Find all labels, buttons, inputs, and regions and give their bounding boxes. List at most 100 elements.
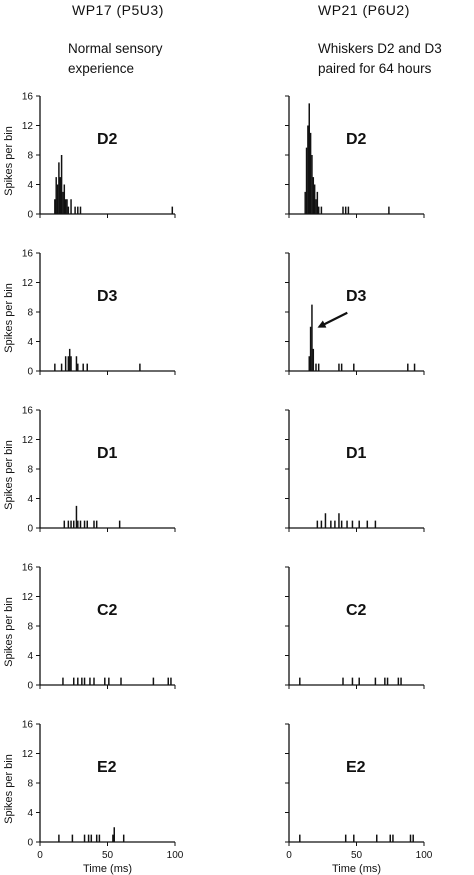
histogram-bar	[334, 520, 336, 528]
histogram-bar	[389, 834, 391, 842]
histogram-bar	[58, 162, 60, 214]
histogram-bar	[413, 363, 416, 371]
histogram-bar	[299, 834, 301, 842]
histogram-bar	[312, 348, 315, 371]
histogram-bar	[71, 834, 74, 842]
histogram-bar	[392, 834, 394, 842]
y-tick-label: 0	[27, 367, 33, 378]
histogram-bar	[79, 206, 82, 214]
histogram-bar	[62, 677, 64, 685]
y-tick-label: 0	[27, 524, 33, 535]
y-tick-label: 8	[27, 151, 33, 162]
histogram-bar	[86, 363, 88, 371]
histogram-bar	[74, 206, 76, 214]
y-tick-label: 12	[22, 121, 34, 132]
y-tick-label: 8	[27, 308, 33, 319]
histogram-bar	[60, 363, 63, 371]
histogram-bar	[73, 520, 75, 528]
panel-label: C2	[97, 602, 118, 619]
histogram-bar	[73, 677, 75, 685]
y-tick-label: 16	[22, 92, 34, 103]
histogram-bar	[317, 363, 320, 371]
histogram-bar	[54, 199, 56, 214]
histogram-bar	[311, 155, 313, 214]
histogram-bar	[93, 520, 95, 528]
y-axis-label: Spikes per bin	[3, 754, 15, 824]
histogram-bar	[308, 103, 310, 214]
y-axis-label: Spikes per bin	[3, 597, 15, 667]
histogram-bar	[342, 677, 344, 685]
histogram-bar	[108, 677, 110, 685]
histogram-bar	[66, 199, 68, 214]
histogram-bar	[309, 326, 312, 371]
histogram-bar	[315, 199, 317, 214]
y-tick-label: 12	[22, 435, 34, 446]
panel-label: D3	[97, 288, 118, 305]
x-tick-label: 100	[167, 850, 184, 861]
histogram-bar	[118, 520, 121, 528]
panel-label: D1	[346, 445, 367, 462]
column-title-right: WP21 (P6U2)	[318, 2, 410, 18]
histogram-bar	[98, 834, 101, 842]
histogram-bar	[70, 520, 72, 528]
y-tick-label: 16	[22, 406, 34, 417]
histogram-bar	[54, 363, 56, 371]
histogram-bar	[95, 520, 98, 528]
histogram-bar	[388, 206, 390, 214]
histogram-bar	[67, 520, 70, 528]
histogram-bar	[353, 834, 355, 842]
histogram-bar	[344, 834, 347, 842]
y-tick-label: 8	[27, 622, 33, 633]
histogram-bar	[56, 184, 59, 214]
histogram-bar	[358, 677, 360, 685]
histogram-bar	[386, 677, 389, 685]
histogram-bar	[75, 356, 78, 371]
histogram-bar	[63, 184, 66, 214]
histogram-bar	[308, 356, 310, 371]
histogram-bar	[67, 356, 70, 371]
histogram-bar	[307, 125, 309, 214]
histogram-bar	[320, 206, 323, 214]
panel-label: E2	[346, 759, 366, 776]
histogram-bar	[376, 834, 378, 842]
y-tick-label: 16	[22, 563, 34, 574]
y-axis-label: Spikes per bin	[3, 126, 15, 196]
y-tick-label: 16	[22, 720, 34, 731]
histogram-bar	[304, 191, 306, 214]
column-subtitle-right: Whiskers D2 and D3 paired for 64 hours	[318, 41, 442, 76]
annotation-arrow	[317, 311, 348, 328]
histogram-bar	[60, 155, 63, 214]
histogram-bar	[93, 677, 95, 685]
y-tick-label: 16	[22, 249, 34, 260]
histogram-bar	[83, 677, 86, 685]
histogram-bar	[320, 520, 323, 528]
histogram-bar	[171, 206, 174, 214]
x-axis-label: Time (ms)	[83, 863, 132, 875]
y-tick-label: 4	[27, 808, 33, 819]
histogram-bar	[400, 677, 402, 685]
panel-label: D2	[346, 131, 367, 148]
x-axis-label: Time (ms)	[332, 863, 381, 875]
histogram-bar	[83, 834, 86, 842]
histogram-bar	[70, 199, 72, 214]
histogram-bar	[64, 356, 67, 371]
histogram-bar	[77, 206, 79, 214]
y-tick-label: 12	[22, 749, 34, 760]
y-tick-label: 4	[27, 651, 33, 662]
histogram-bar	[338, 363, 340, 371]
histogram-bar	[317, 206, 320, 214]
histogram-bar	[384, 677, 386, 685]
histogram-bar	[170, 677, 172, 685]
panel-label: D1	[97, 445, 118, 462]
histogram-bar	[340, 520, 343, 528]
histogram-bar	[77, 363, 79, 371]
y-tick-label: 8	[27, 779, 33, 790]
histogram-bar	[83, 520, 86, 528]
histogram-bar	[338, 513, 340, 528]
panel-label: E2	[97, 759, 117, 776]
y-tick-label: 4	[27, 337, 33, 348]
x-tick-label: 50	[102, 850, 114, 861]
histogram-bar	[120, 677, 122, 685]
histogram-bar	[351, 520, 354, 528]
